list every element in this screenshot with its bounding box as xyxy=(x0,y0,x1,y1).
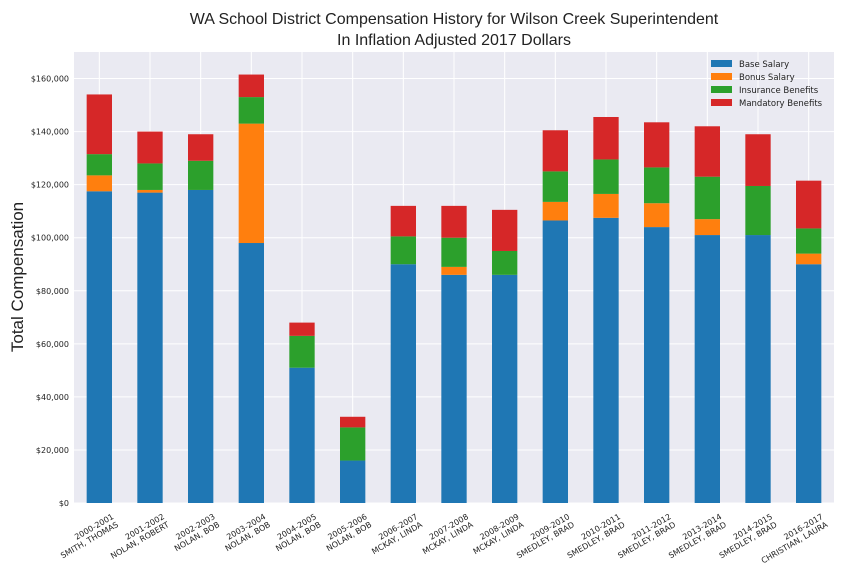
bar-segment-insurance-benefits xyxy=(86,154,112,176)
bar-segment-bonus-salary xyxy=(238,123,264,244)
bar-segment-insurance-benefits xyxy=(492,250,518,275)
bar-segment-bonus-salary xyxy=(542,201,568,221)
bar-segment-base-salary xyxy=(289,367,315,503)
y-tick-label: $120,000 xyxy=(31,181,69,190)
bar-segment-mandatory-benefits xyxy=(188,134,214,161)
x-tick-label: 2006-2007MCKAY, LINDA xyxy=(366,512,425,556)
y-tick-label: $80,000 xyxy=(36,287,69,296)
y-tick-label: $20,000 xyxy=(36,446,69,455)
bar-segment-mandatory-benefits xyxy=(289,322,315,336)
y-axis-label: Total Compensation xyxy=(8,202,27,352)
bar-segment-bonus-salary xyxy=(593,193,619,218)
bar-segment-base-salary xyxy=(188,189,214,503)
bar-segment-base-salary xyxy=(644,227,670,503)
x-tick-label: 2004-2005NOLAN, BOB xyxy=(270,512,323,553)
bar-segment-base-salary xyxy=(238,243,264,503)
bar-segment-insurance-benefits xyxy=(593,159,619,194)
bar-segment-base-salary xyxy=(542,220,568,503)
bars xyxy=(86,74,822,503)
y-tick-label: $140,000 xyxy=(31,128,69,137)
bar-segment-bonus-salary xyxy=(86,175,112,192)
bar-segment-bonus-salary xyxy=(644,203,670,228)
bar-segment-mandatory-benefits xyxy=(86,94,112,155)
bar-segment-base-salary xyxy=(390,264,416,503)
bar-segment-base-salary xyxy=(492,274,518,503)
bar-segment-base-salary xyxy=(745,235,771,503)
x-tick-label: 2007-2008MCKAY, LINDA xyxy=(416,512,475,556)
bar-segment-base-salary xyxy=(340,460,366,503)
legend-label: Mandatory Benefits xyxy=(739,99,823,109)
bar-segment-mandatory-benefits xyxy=(137,131,163,164)
bar-segment-insurance-benefits xyxy=(441,237,467,267)
y-tick-label: $100,000 xyxy=(31,234,69,243)
bar-segment-insurance-benefits xyxy=(542,171,568,202)
bar-segment-insurance-benefits xyxy=(340,427,366,461)
bar-segment-mandatory-benefits xyxy=(796,180,822,229)
bar-segment-bonus-salary xyxy=(441,266,467,275)
bar-segment-bonus-salary xyxy=(694,219,720,236)
bar-segment-mandatory-benefits xyxy=(745,134,771,186)
legend-swatch xyxy=(711,86,732,93)
bar-segment-insurance-benefits xyxy=(644,167,670,204)
x-tick-label: 2003-2004NOLAN, BOB xyxy=(219,512,272,553)
bar-segment-mandatory-benefits xyxy=(644,122,670,168)
legend-swatch xyxy=(711,99,732,106)
chart-title: WA School District Compensation History … xyxy=(190,11,719,28)
bar-segment-base-salary xyxy=(441,274,467,503)
bar-segment-bonus-salary xyxy=(137,189,163,193)
bar-segment-bonus-salary xyxy=(796,253,822,265)
bar-segment-insurance-benefits xyxy=(188,160,214,190)
bar-segment-mandatory-benefits xyxy=(694,126,720,177)
y-ticks: $0 $20,000 $40,000 $60,000 $80,000 $100,000 $1… xyxy=(31,75,69,508)
y-tick-label: $60,000 xyxy=(36,340,69,349)
bar-segment-insurance-benefits xyxy=(390,236,416,265)
bar-segment-mandatory-benefits xyxy=(340,416,366,428)
bar-segment-insurance-benefits xyxy=(694,176,720,220)
legend-swatch xyxy=(711,73,732,80)
y-tick-label: $160,000 xyxy=(31,75,69,84)
x-tick-label: 2002-2003NOLAN, BOB xyxy=(168,512,221,553)
bar-segment-base-salary xyxy=(694,235,720,503)
x-tick-label: 2008-2009MCKAY, LINDA xyxy=(467,512,526,556)
legend: Base Salary Bonus Salary Insurance Benefit… xyxy=(711,60,823,109)
bar-segment-insurance-benefits xyxy=(137,163,163,190)
x-ticks: 2000-2001SMITH, THOMAS 2001-2002NOLAN, RO… xyxy=(59,512,830,565)
bar-segment-insurance-benefits xyxy=(796,228,822,254)
bar-segment-insurance-benefits xyxy=(745,185,771,236)
bar-segment-base-salary xyxy=(796,264,822,503)
bar-segment-base-salary xyxy=(86,191,112,503)
bar-segment-mandatory-benefits xyxy=(390,205,416,237)
bar-segment-mandatory-benefits xyxy=(593,116,619,160)
legend-swatch xyxy=(711,60,732,67)
bar-segment-insurance-benefits xyxy=(289,335,315,368)
legend-label: Bonus Salary xyxy=(739,73,795,83)
x-tick-label: 2005-2006NOLAN, BOB xyxy=(320,512,373,553)
legend-label: Insurance Benefits xyxy=(739,86,819,96)
y-tick-label: $0 xyxy=(59,499,69,508)
bar-segment-base-salary xyxy=(137,192,163,503)
bar-segment-base-salary xyxy=(593,217,619,503)
y-tick-label: $40,000 xyxy=(36,393,69,402)
bar-segment-mandatory-benefits xyxy=(238,74,264,98)
chart-subtitle: In Inflation Adjusted 2017 Dollars xyxy=(337,32,571,49)
bar-segment-insurance-benefits xyxy=(238,97,264,124)
bar-segment-mandatory-benefits xyxy=(441,205,467,238)
bar-segment-mandatory-benefits xyxy=(542,130,568,172)
legend-label: Base Salary xyxy=(739,60,789,70)
bar-segment-mandatory-benefits xyxy=(492,209,518,251)
